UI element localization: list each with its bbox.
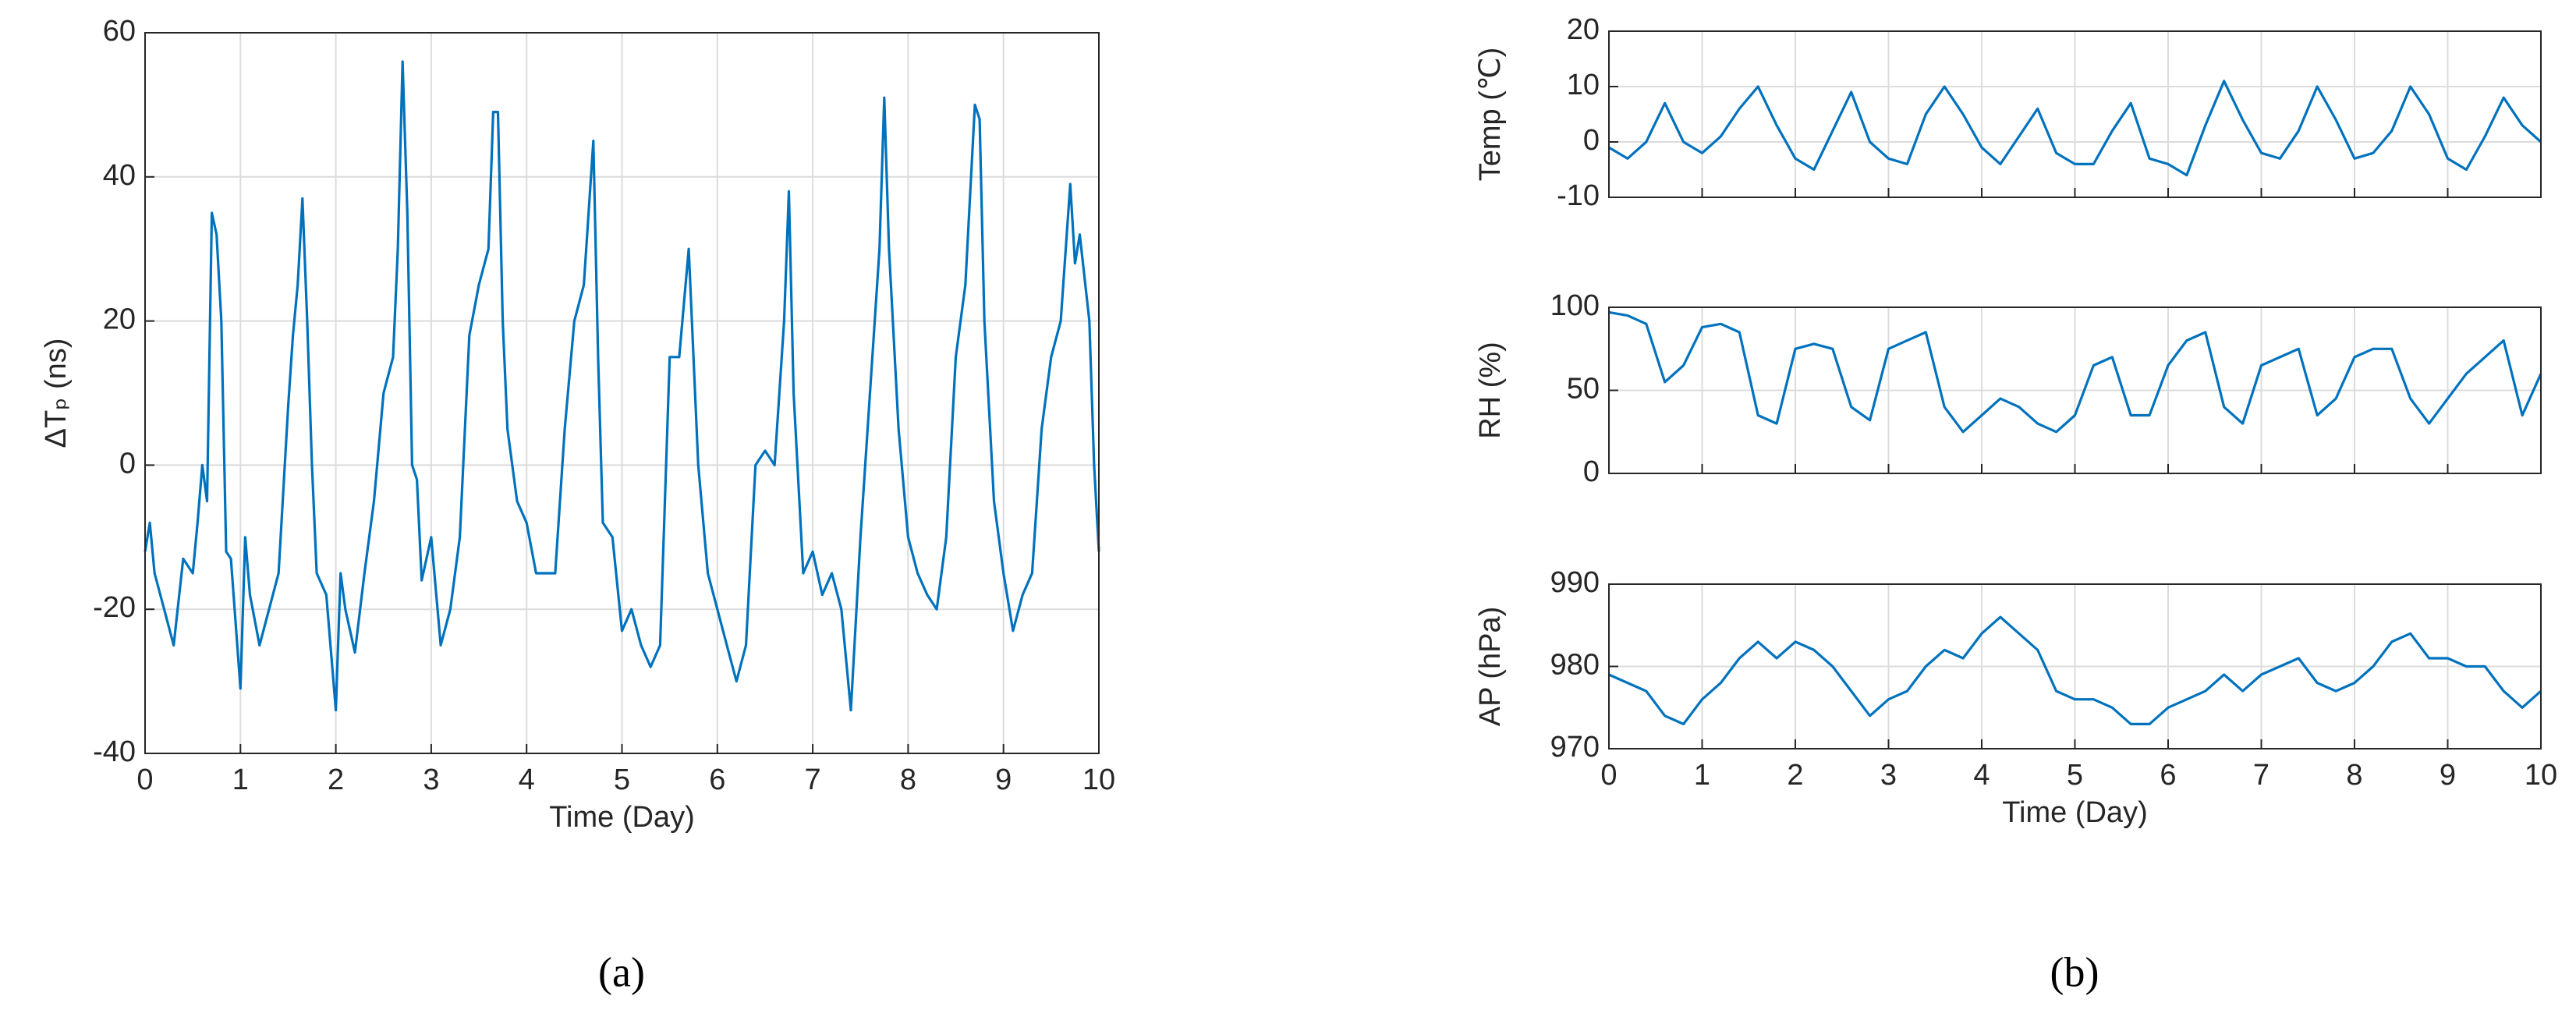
x-tick-label: 7 [2253, 759, 2270, 792]
axes-box [1608, 583, 2542, 749]
x-tick-label: 5 [2067, 759, 2083, 792]
y-tick-label: 0 [1583, 124, 1600, 157]
panel-label: (b) [2050, 948, 2099, 995]
y-axis-label: ΔTₚ (ns) [40, 338, 73, 448]
x-tick-label: 8 [2346, 759, 2362, 792]
x-tick-label: 0 [136, 764, 153, 796]
y-tick-label: 0 [1583, 455, 1600, 488]
y-tick-label: 0 [119, 447, 136, 480]
y-tick-label: 50 [1567, 373, 1600, 406]
axes-box [1608, 307, 2542, 474]
data-line [1608, 80, 2542, 177]
panel-label: (a) [598, 948, 645, 995]
x-tick-label: 9 [2440, 759, 2456, 792]
y-axis-label: RH (%) [1474, 342, 1507, 439]
x-tick-label: 10 [1082, 764, 1115, 796]
x-tick-label: 4 [519, 764, 535, 796]
y-tick-label: 970 [1550, 731, 1600, 764]
data-line [144, 60, 1100, 712]
x-tick-label: 1 [232, 764, 249, 796]
x-axis-label: Time (Day) [2002, 796, 2147, 829]
y-tick-label: 60 [103, 15, 136, 48]
y-tick-label: -40 [93, 735, 136, 768]
y-tick-label: 100 [1550, 289, 1600, 322]
y-tick-label: -20 [93, 591, 136, 624]
axes-box [144, 32, 1100, 754]
data-line [1608, 615, 2542, 725]
x-tick-label: 2 [328, 764, 344, 796]
y-axis-label: AP (hPa) [1474, 607, 1507, 726]
y-tick-label: 20 [103, 303, 136, 336]
x-tick-label: 1 [1694, 759, 1710, 792]
y-tick-label: -10 [1557, 179, 1600, 212]
x-tick-label: 10 [2525, 759, 2557, 792]
x-axis-label: Time (Day) [549, 801, 694, 834]
x-tick-label: 6 [2160, 759, 2176, 792]
x-tick-label: 2 [1787, 759, 1803, 792]
x-tick-label: 3 [423, 764, 439, 796]
x-tick-label: 7 [805, 764, 821, 796]
y-tick-label: 10 [1567, 69, 1600, 101]
x-tick-label: 0 [1600, 759, 1617, 792]
y-tick-label: 20 [1567, 13, 1600, 46]
x-tick-label: 3 [1880, 759, 1897, 792]
x-tick-label: 8 [900, 764, 916, 796]
x-tick-label: 9 [995, 764, 1012, 796]
y-tick-label: 980 [1550, 649, 1600, 682]
x-tick-label: 5 [614, 764, 630, 796]
y-axis-label: Temp (℃) [1474, 48, 1507, 181]
y-tick-label: 990 [1550, 566, 1600, 599]
data-line [1608, 310, 2542, 434]
x-tick-label: 6 [709, 764, 725, 796]
x-tick-label: 4 [1973, 759, 1990, 792]
axes-box [1608, 30, 2542, 198]
y-tick-label: 40 [103, 159, 136, 192]
